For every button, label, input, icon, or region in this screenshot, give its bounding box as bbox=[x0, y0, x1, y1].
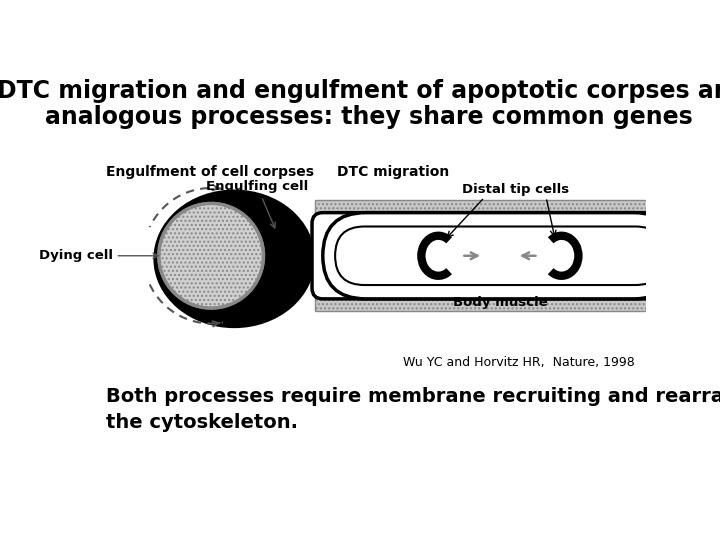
Text: DTC migration and engulfment of apoptotic corpses are: DTC migration and engulfment of apoptoti… bbox=[0, 79, 720, 103]
Text: Wu YC and Horvitz HR,  Nature, 1998: Wu YC and Horvitz HR, Nature, 1998 bbox=[403, 356, 634, 369]
FancyBboxPatch shape bbox=[312, 213, 688, 299]
Text: analogous processes: they share common genes: analogous processes: they share common g… bbox=[45, 105, 693, 129]
FancyBboxPatch shape bbox=[332, 245, 667, 291]
Text: Both processes require membrane recruiting and rearrangement of: Both processes require membrane recruiti… bbox=[106, 387, 720, 406]
FancyBboxPatch shape bbox=[323, 213, 677, 299]
Text: Engulfment of cell corpses: Engulfment of cell corpses bbox=[106, 165, 314, 179]
FancyBboxPatch shape bbox=[335, 226, 665, 285]
Text: Engulfing cell: Engulfing cell bbox=[206, 180, 308, 228]
Text: Distal tip cells: Distal tip cells bbox=[462, 183, 569, 195]
Text: Body muscle: Body muscle bbox=[453, 296, 547, 309]
Circle shape bbox=[159, 204, 264, 308]
FancyBboxPatch shape bbox=[315, 294, 685, 311]
FancyBboxPatch shape bbox=[315, 200, 685, 217]
Text: Dying cell: Dying cell bbox=[39, 249, 158, 262]
Text: DTC migration: DTC migration bbox=[337, 165, 449, 179]
Ellipse shape bbox=[153, 190, 315, 328]
Text: the cytoskeleton.: the cytoskeleton. bbox=[106, 413, 297, 432]
